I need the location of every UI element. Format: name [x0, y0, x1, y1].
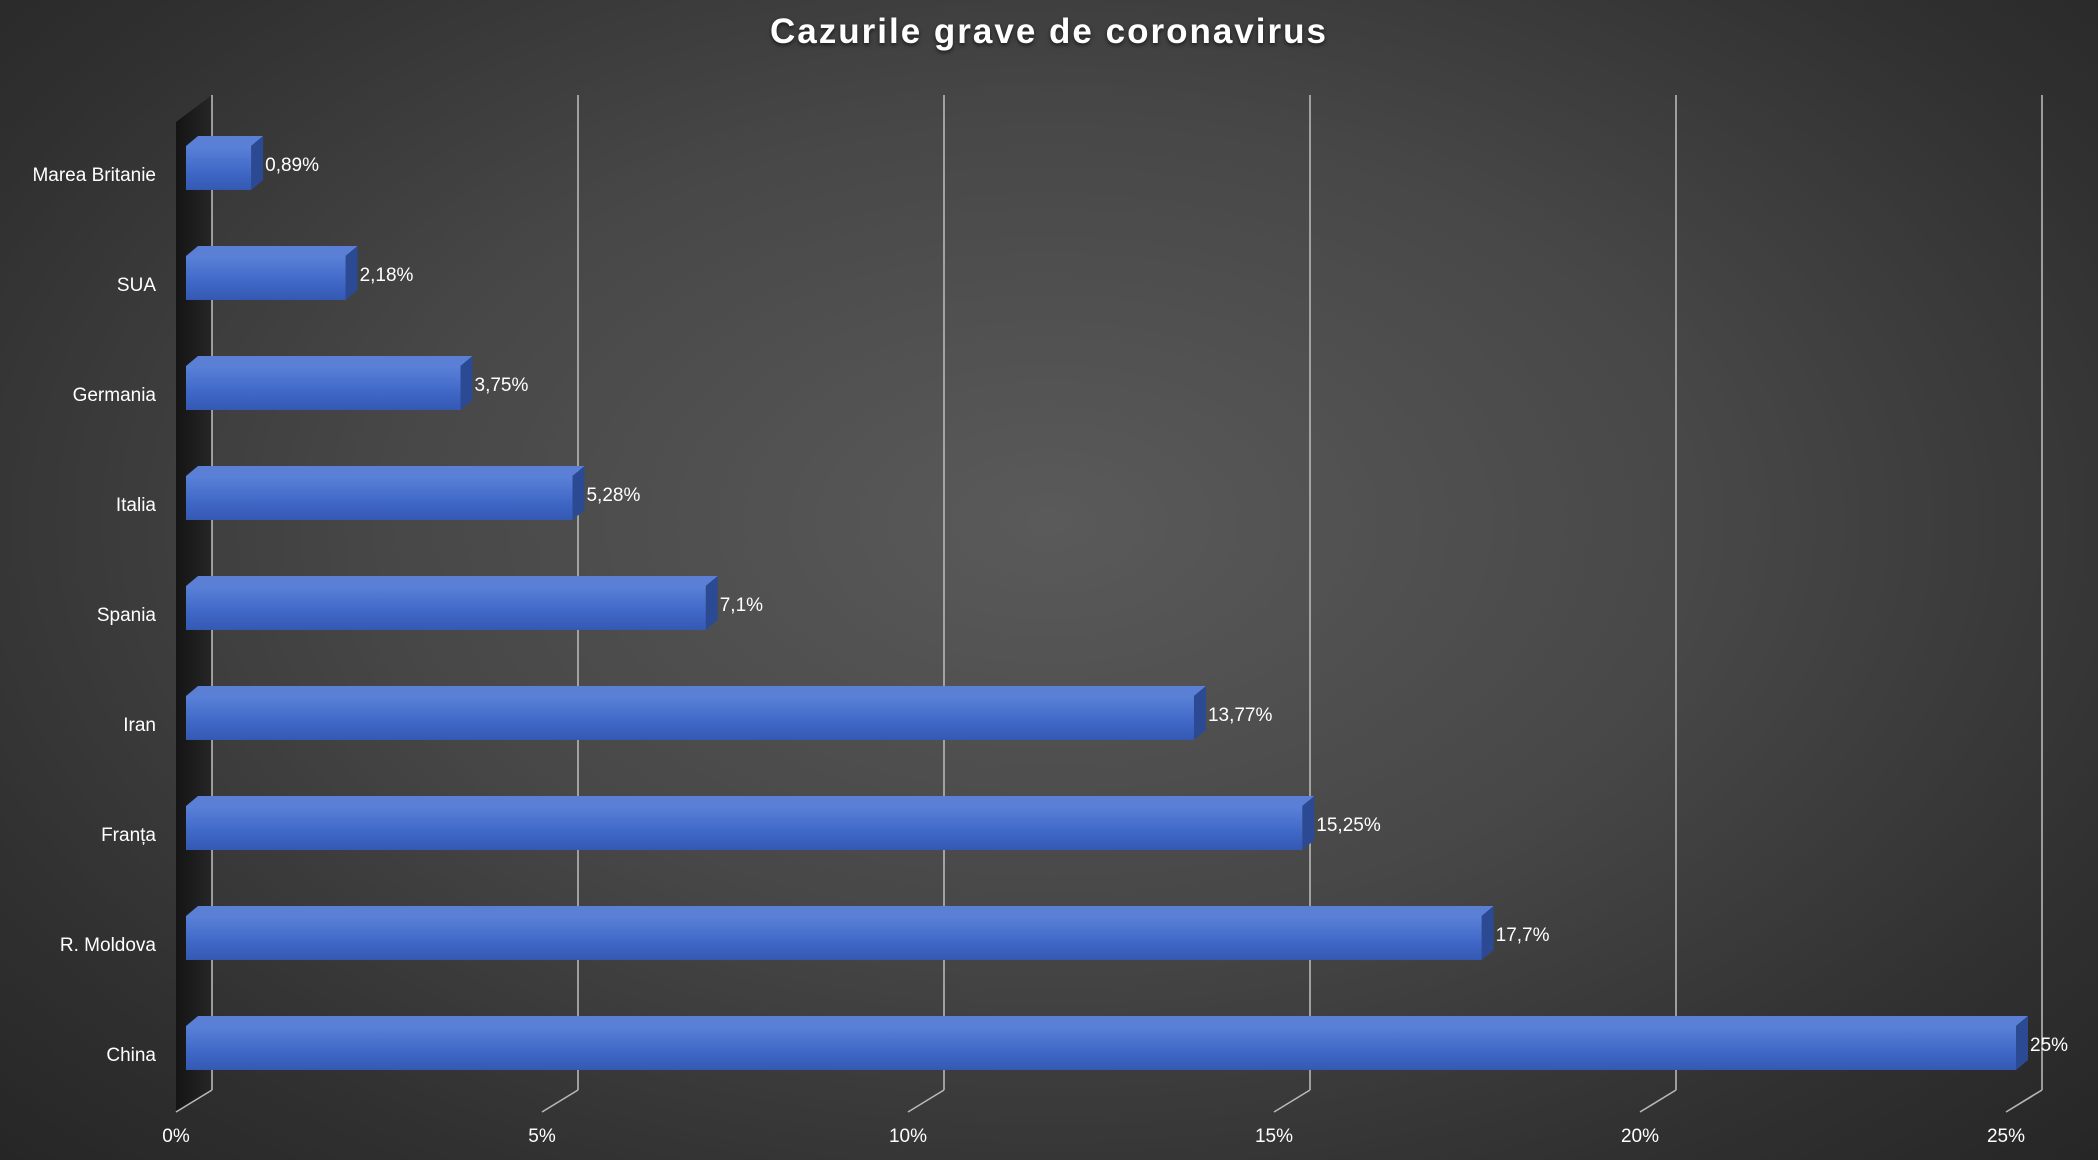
data-label: 17,7% [1496, 925, 1550, 946]
bar-top-face [186, 576, 718, 586]
bar-top-face [186, 136, 264, 146]
chart-title: Cazurile grave de coronavirus [770, 12, 1328, 51]
category-label: Iran [123, 715, 156, 736]
bar [186, 146, 252, 190]
data-label: 7,1% [720, 595, 763, 616]
bar-top-face [186, 906, 1494, 916]
bar [186, 586, 706, 630]
bar-side-face [1193, 686, 1206, 740]
data-label: 25% [2030, 1035, 2068, 1056]
bar [186, 476, 573, 520]
category-label: China [106, 1045, 156, 1066]
x-tick-label: 20% [1621, 1126, 1659, 1147]
x-tick-label: 25% [1987, 1126, 2025, 1147]
bar-side-face [2016, 1016, 2028, 1070]
floor-gridline [175, 1089, 213, 1113]
plot-area: 25% China 17,7% R. Moldova 15,25% Franța 13,77… [32, 95, 2068, 1147]
data-label: 3,75% [475, 375, 529, 396]
category-label: Spania [97, 605, 157, 626]
bar [186, 366, 461, 410]
data-label: 15,25% [1316, 815, 1381, 836]
category-label: R. Moldova [60, 935, 157, 956]
bar [186, 916, 1482, 960]
bar-top-face [186, 466, 585, 476]
data-label: 5,28% [586, 485, 640, 506]
x-tick-label: 15% [1255, 1126, 1293, 1147]
bar-top-face [186, 1016, 2028, 1026]
category-label: Marea Britanie [32, 165, 156, 186]
x-tick-label: 10% [889, 1126, 927, 1147]
data-label: 0,89% [265, 155, 319, 176]
bar-top-face [186, 686, 1206, 696]
x-tick-label: 0% [162, 1126, 190, 1147]
bar-side-face [460, 356, 473, 410]
floor-gridline [541, 1089, 579, 1113]
bar-side-face [705, 576, 718, 630]
bar-side-face [1481, 906, 1494, 960]
category-label: Franța [101, 825, 156, 846]
bar-top-face [186, 796, 1315, 806]
floor-gridline [1273, 1089, 1311, 1113]
floor-gridline [907, 1089, 945, 1113]
category-label: Germania [73, 385, 157, 406]
category-label: Italia [116, 495, 157, 516]
category-label: SUA [117, 275, 156, 296]
bar [186, 1026, 2016, 1070]
bar-top-face [186, 246, 358, 256]
bar-top-face [186, 356, 473, 366]
floor-gridline [1639, 1089, 1677, 1113]
data-label: 2,18% [360, 265, 414, 286]
bar [186, 806, 1303, 850]
bar-side-face [572, 466, 585, 520]
data-label: 13,77% [1208, 705, 1273, 726]
bar [186, 256, 346, 300]
bar [186, 696, 1194, 740]
bar-side-face [1302, 796, 1315, 850]
floor-gridline [2005, 1089, 2043, 1113]
bar-side-face [251, 136, 264, 190]
x-tick-label: 5% [528, 1126, 556, 1147]
bar-side-face [345, 246, 358, 300]
